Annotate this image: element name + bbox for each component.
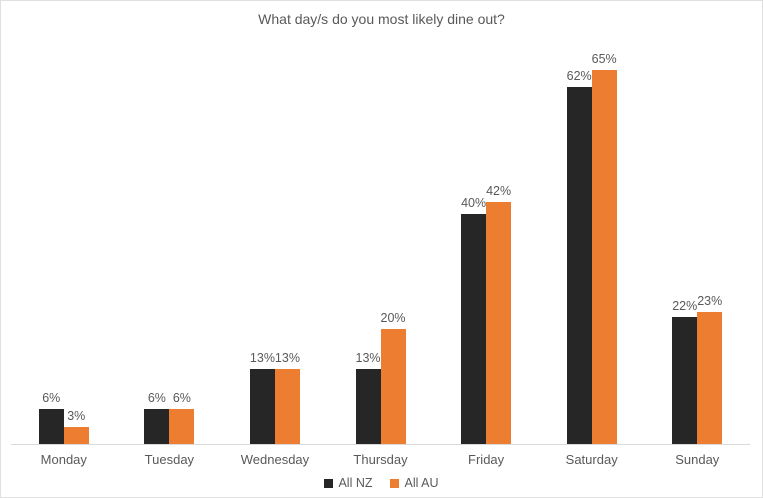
legend-item-all-nz: All NZ xyxy=(324,476,372,490)
bar-all-nz xyxy=(566,87,592,444)
x-axis-label-saturday: Saturday xyxy=(565,452,618,467)
legend-item-all-au: All AU xyxy=(390,476,439,490)
bar-col: 6% xyxy=(38,391,64,444)
legend-swatch-icon xyxy=(324,478,334,488)
data-label: 13% xyxy=(249,351,275,365)
bar-all-nz xyxy=(461,214,487,444)
data-label: 40% xyxy=(461,196,487,210)
bar-all-nz xyxy=(144,409,170,444)
bar-group-monday: 6% 3% xyxy=(11,41,117,444)
bar-group-sunday: 22% 23% xyxy=(644,41,750,444)
x-axis-label-thursday: Thursday xyxy=(353,452,408,467)
data-label: 20% xyxy=(380,311,406,325)
x-axis: Monday Tuesday Wednesday Thursday Friday Satu… xyxy=(11,445,750,467)
bar-all-au xyxy=(591,70,617,444)
legend-swatch-icon xyxy=(390,478,400,488)
data-label: 13% xyxy=(274,351,300,365)
data-label: 62% xyxy=(566,69,592,83)
data-label: 22% xyxy=(672,299,698,313)
bar-group-saturday: 62% 65% xyxy=(539,41,645,444)
bar-group-tuesday: 6% 6% xyxy=(117,41,223,444)
plot-area: 6% 3% 6% 6% 13% 13% 13% 20% 40% 42% 62% 65% 22% 23% xyxy=(11,41,750,445)
bar-all-au xyxy=(380,329,406,444)
data-label: 6% xyxy=(172,391,191,405)
bar-col: 3% xyxy=(63,409,89,444)
bar-col: 13% xyxy=(356,351,381,444)
x-axis-label-monday: Monday xyxy=(40,452,87,467)
bar-group-thursday: 13% 20% xyxy=(328,41,434,444)
bar-all-au xyxy=(63,427,89,444)
bar-all-nz xyxy=(355,369,381,444)
legend-label: All NZ xyxy=(338,476,373,490)
bar-col: 22% xyxy=(672,299,697,444)
data-label: 65% xyxy=(591,52,617,66)
data-label: 42% xyxy=(486,184,512,198)
bar-group-wednesday: 13% 13% xyxy=(222,41,328,444)
data-label: 23% xyxy=(697,294,723,308)
bar-all-nz xyxy=(672,317,698,444)
bar-all-au xyxy=(169,409,195,444)
bar-all-au xyxy=(486,202,512,444)
bar-all-nz xyxy=(38,409,64,444)
bar-col: 6% xyxy=(144,391,170,444)
bar-all-au xyxy=(274,369,300,444)
bar-col: 6% xyxy=(169,391,195,444)
legend: All NZ All AU xyxy=(1,476,762,490)
data-label: 6% xyxy=(42,391,61,405)
data-label: 6% xyxy=(147,391,166,405)
x-axis-label-tuesday: Tuesday xyxy=(144,452,195,467)
bar-col: 23% xyxy=(697,294,722,444)
legend-label: All AU xyxy=(404,476,439,490)
bar-col: 13% xyxy=(250,351,275,444)
bar-all-nz xyxy=(249,369,275,444)
chart-title: What day/s do you most likely dine out? xyxy=(258,11,505,27)
x-axis-label-wednesday: Wednesday xyxy=(240,452,310,467)
bar-col: 62% xyxy=(567,69,592,444)
bar-col: 13% xyxy=(275,351,300,444)
bar-col: 65% xyxy=(592,52,617,444)
data-label: 3% xyxy=(67,409,86,423)
bar-all-au xyxy=(697,312,723,444)
bar-group-friday: 40% 42% xyxy=(433,41,539,444)
bar-col: 20% xyxy=(381,311,406,444)
x-axis-label-sunday: Sunday xyxy=(675,452,720,467)
bar-col: 42% xyxy=(486,184,511,444)
data-label: 13% xyxy=(355,351,381,365)
x-axis-label-friday: Friday xyxy=(468,452,505,467)
bar-col: 40% xyxy=(461,196,486,444)
